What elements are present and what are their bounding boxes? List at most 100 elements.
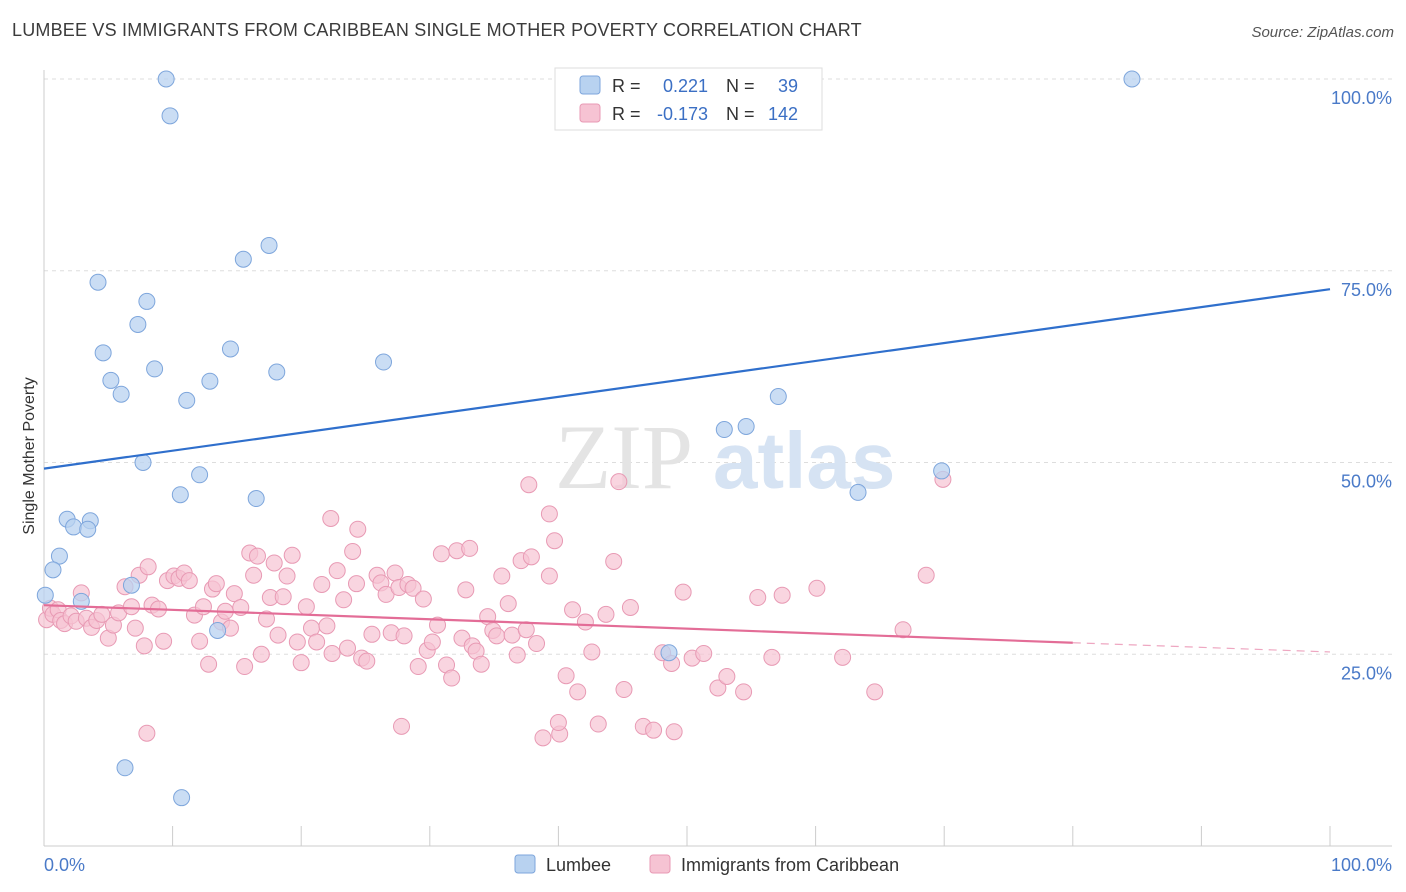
carib-point-88 (457, 581, 475, 599)
carib-point-17 (122, 598, 140, 616)
carib-point-145 (520, 476, 538, 494)
carib-point-52 (283, 546, 301, 564)
carib-point-108 (564, 601, 582, 619)
carib-point-97 (503, 626, 521, 644)
carib-point-44 (248, 547, 266, 565)
carib-point-67 (358, 652, 376, 670)
carib-point-113 (597, 605, 615, 623)
carib-point-138 (393, 717, 411, 735)
carib-point-142 (540, 505, 558, 523)
carib-point-109 (569, 683, 587, 701)
legend-swatch-lumbee (514, 854, 536, 874)
chart-title: LUMBEE VS IMMIGRANTS FROM CARIBBEAN SING… (12, 20, 862, 40)
lumbee-point-36 (116, 759, 134, 777)
carib-point-18 (126, 619, 144, 637)
carib-point-95 (493, 567, 511, 585)
carib-point-79 (414, 590, 432, 608)
carib-point-73 (386, 564, 404, 582)
carib-point-31 (191, 632, 209, 650)
stats-legend: R = 0.221 N = 39 R = -0.173 N = 142 (554, 67, 823, 131)
carib-point-133 (894, 621, 912, 639)
legend-swatch-carib (649, 854, 671, 874)
carib-point-123 (695, 644, 713, 662)
lumbee-point-1 (161, 107, 179, 125)
lumbee-point-13 (375, 353, 393, 371)
carib-point-39 (225, 585, 243, 603)
x-tick-label-max: 100.0% (1331, 855, 1392, 875)
carib-point-81 (423, 633, 441, 651)
carib-point-78 (409, 658, 427, 676)
carib-point-65 (347, 575, 365, 593)
lumbee-point-38 (1123, 70, 1141, 88)
x-tick-label-min: 0.0% (44, 855, 85, 875)
lumbee-point-6 (129, 315, 147, 333)
lumbee-point-27 (65, 518, 83, 536)
lumbee-point-9 (102, 371, 120, 389)
carib-r-label: R = (612, 104, 641, 124)
axes (43, 70, 1392, 847)
lumbee-point-10 (146, 360, 164, 378)
lumbee-point-3 (234, 250, 252, 268)
lumbee-trend-line (43, 288, 1331, 470)
carib-point-135 (665, 723, 683, 741)
legend-label-lumbee: Lumbee (546, 855, 611, 875)
carib-point-129 (773, 586, 791, 604)
carib-point-130 (808, 579, 826, 597)
carib-point-53 (288, 633, 306, 651)
grid-lines (44, 78, 1392, 655)
carib-point-96 (499, 595, 517, 613)
carib-point-83 (432, 545, 450, 563)
carib-point-124 (709, 679, 727, 697)
lumbee-point-11 (201, 372, 219, 390)
carib-point-58 (313, 575, 331, 593)
y-axis-label: Single Mother Poverty (21, 377, 38, 534)
lumbee-point-32 (36, 586, 54, 604)
lumbee-legend-swatch (579, 75, 601, 95)
watermark-zip: ZIP (555, 406, 693, 508)
carib-point-75 (395, 627, 413, 645)
carib-point-134 (917, 566, 935, 584)
lumbee-point-24 (933, 462, 951, 480)
carib-point-127 (749, 588, 767, 606)
carib-point-48 (265, 554, 283, 572)
trend-lines (43, 288, 1331, 653)
y-tick-label-100: 100.0% (1331, 88, 1392, 108)
carib-point-24 (155, 632, 173, 650)
carib-n-label: N = (726, 104, 755, 124)
carib-point-121 (674, 583, 692, 601)
carib-point-50 (274, 588, 292, 606)
carib-point-125 (718, 667, 736, 685)
carib-point-33 (200, 655, 218, 673)
carib-point-63 (338, 639, 356, 657)
lumbee-r-label: R = (612, 76, 641, 96)
lumbee-points (36, 70, 1141, 807)
carib-point-61 (328, 562, 346, 580)
carib-point-57 (308, 633, 326, 651)
carib-trend-line (43, 604, 1073, 644)
lumbee-r-value: 0.221 (663, 76, 708, 96)
carib-point-100 (517, 621, 535, 639)
carib-point-131 (834, 648, 852, 666)
carib-point-55 (297, 598, 315, 616)
lumbee-n-value: 39 (778, 76, 798, 96)
lumbee-n-label: N = (726, 76, 755, 96)
lumbee-point-20 (191, 466, 209, 484)
carib-point-101 (522, 548, 540, 566)
carib-point-140 (349, 520, 367, 538)
series-legend: Lumbee Immigrants from Caribbean (514, 854, 899, 875)
carib-point-115 (615, 681, 633, 699)
carib-point-60 (323, 644, 341, 662)
carib-point-77 (404, 579, 422, 597)
lumbee-point-8 (94, 344, 112, 362)
carib-point-143 (610, 473, 628, 491)
carib-point-141 (322, 509, 340, 527)
lumbee-point-29 (50, 547, 68, 565)
carib-point-110 (576, 613, 594, 631)
lumbee-point-12 (268, 363, 286, 381)
carib-point-82 (429, 616, 447, 634)
lumbee-point-4 (89, 273, 107, 291)
lumbee-point-17 (715, 421, 733, 439)
carib-point-128 (763, 648, 781, 666)
lumbee-point-0 (157, 70, 175, 88)
lumbee-point-15 (178, 391, 196, 409)
